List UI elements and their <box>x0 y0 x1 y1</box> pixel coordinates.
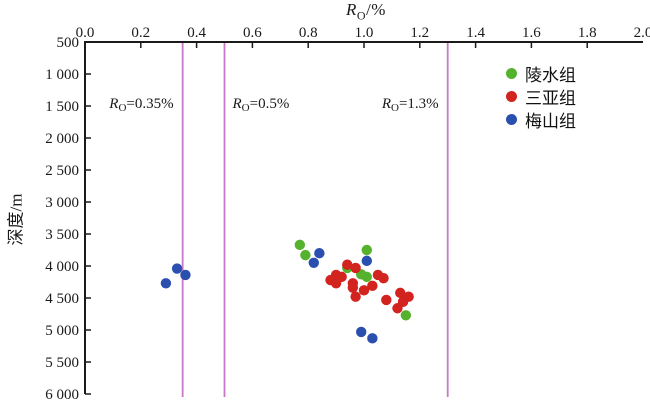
scatter-point <box>358 285 370 296</box>
x-axis-title-sub: O <box>356 8 367 23</box>
x-tick-label: 1.0 <box>355 25 374 41</box>
scatter-point <box>361 244 372 256</box>
x-tick-label: 0.4 <box>187 25 206 41</box>
y-tick-label: 2 000 <box>45 131 79 147</box>
x-axis-title-var: R <box>346 0 357 19</box>
legend-marker-sanya <box>506 91 517 102</box>
y-axis-title: 深度/m <box>6 193 26 246</box>
legend-marker-lingshui <box>506 68 517 79</box>
x-tick-label: 0.2 <box>131 25 150 41</box>
scatter-point <box>378 272 389 284</box>
scatter-point <box>294 239 306 251</box>
scatter-point <box>308 257 319 268</box>
y-tick-label: 2 500 <box>45 163 79 179</box>
x-tick-label: 1.2 <box>410 25 429 41</box>
x-tick-label: 0.0 <box>76 25 95 41</box>
scatter-point <box>330 278 342 289</box>
scatter-point <box>171 263 183 274</box>
scatter-point <box>342 259 353 270</box>
scatter-point <box>400 310 412 321</box>
y-tick-label: 500 <box>57 35 80 51</box>
scatter-point <box>160 278 172 289</box>
scatter-point <box>350 291 361 302</box>
scatter-point <box>361 255 372 267</box>
scatter-point <box>392 303 403 314</box>
scatter-point <box>381 294 392 306</box>
x-tick-label: 1.4 <box>466 25 485 41</box>
y-tick-label: 1 500 <box>45 99 79 115</box>
legend-item: 陵水组 <box>506 62 576 85</box>
scatter-point <box>356 326 367 338</box>
scatter-point <box>347 282 359 293</box>
scatter-point <box>367 333 378 344</box>
y-tick-label: 3 500 <box>45 227 79 243</box>
y-tick-label: 5 500 <box>45 355 79 371</box>
x-tick-label: 2.0 <box>634 25 650 41</box>
legend-marker-meishan <box>506 114 517 125</box>
legend-label: 三亚组 <box>525 89 576 108</box>
x-tick-label: 1.8 <box>578 25 597 41</box>
y-tick-label: 3 000 <box>45 195 79 211</box>
scatter-point <box>395 287 406 299</box>
reference-line-label: RO=1.3% <box>381 96 439 114</box>
legend: 陵水组 三亚组 梅山组 <box>506 62 576 131</box>
legend-item: 三亚组 <box>506 85 576 108</box>
legend-item: 梅山组 <box>506 108 576 131</box>
scatter-point <box>180 269 191 281</box>
y-tick-label: 4 000 <box>45 259 79 275</box>
legend-label: 陵水组 <box>525 66 576 85</box>
y-tick-label: 6 000 <box>45 387 79 403</box>
x-axis-title: RO/% <box>326 0 406 23</box>
x-tick-label: 0.8 <box>299 25 318 41</box>
scatter-point <box>361 271 372 283</box>
scatter-point <box>367 280 378 292</box>
x-axis-title-suffix: /% <box>366 0 386 19</box>
reference-line-label: RO=0.5% <box>232 96 290 114</box>
scatter-point <box>350 262 361 274</box>
scatter-point <box>314 248 325 259</box>
y-tick-label: 1 000 <box>45 67 79 83</box>
scatter-point <box>300 249 311 261</box>
y-tick-label: 5 000 <box>45 323 79 339</box>
legend-label: 梅山组 <box>525 112 576 131</box>
x-tick-label: 0.6 <box>243 25 262 41</box>
reference-line-label: RO=0.35% <box>108 96 173 114</box>
y-tick-label: 4 500 <box>45 291 79 307</box>
x-tick-label: 1.6 <box>522 25 541 41</box>
